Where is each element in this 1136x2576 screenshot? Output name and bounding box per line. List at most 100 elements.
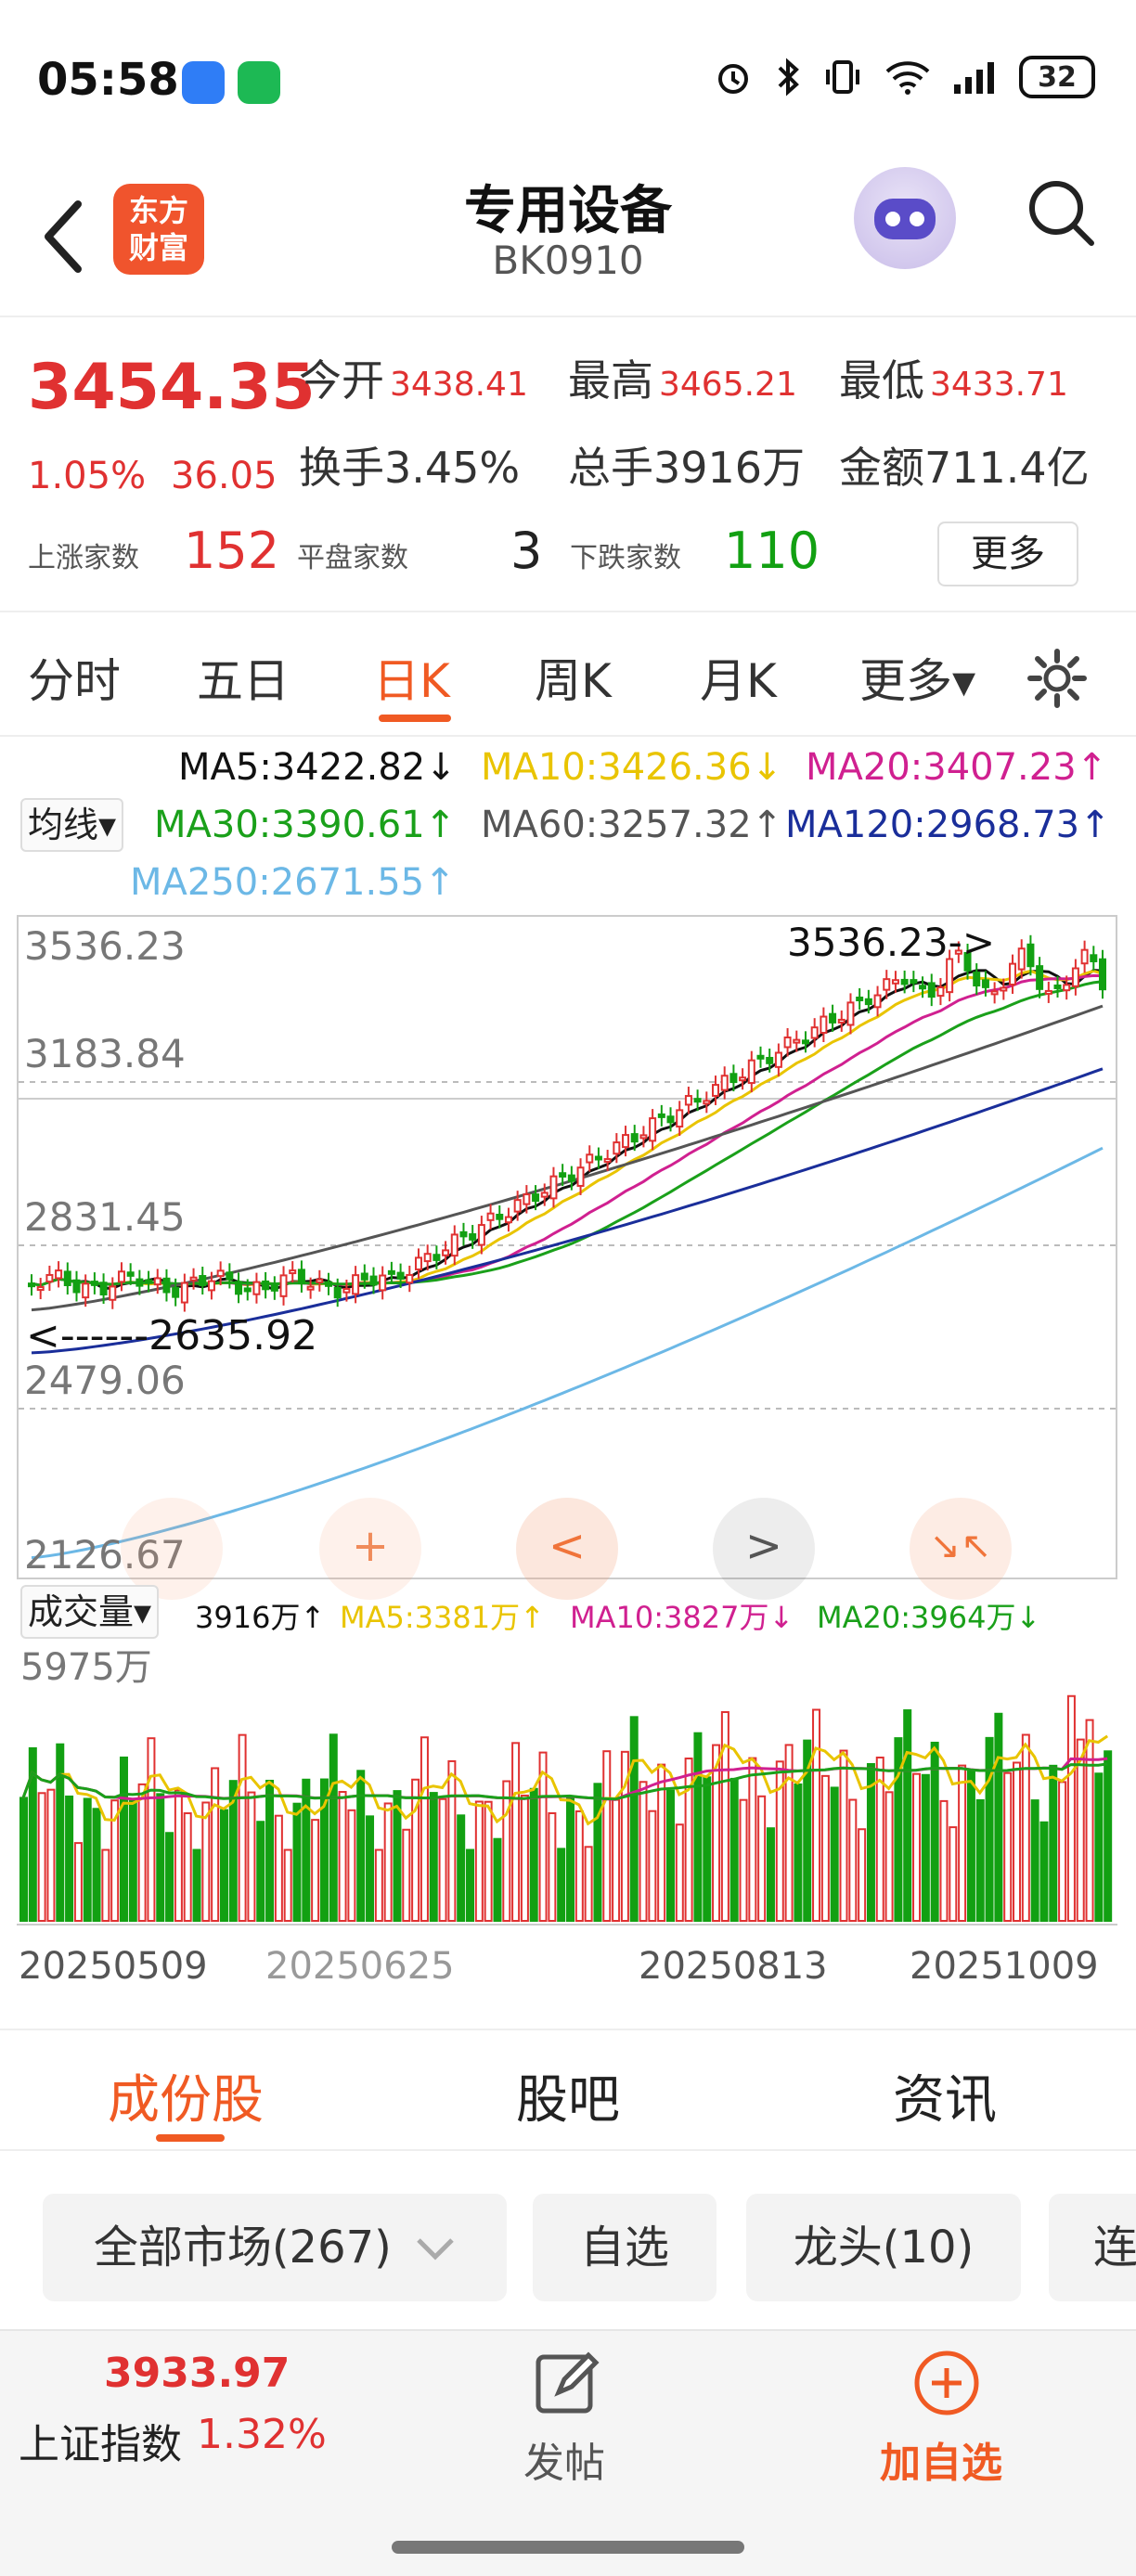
candle	[1071, 967, 1079, 987]
tab-weekly-k[interactable]: 周K	[535, 654, 612, 708]
edit-icon[interactable]	[533, 2348, 603, 2418]
volume-bar	[675, 1823, 684, 1922]
candle	[1036, 965, 1044, 990]
back-arrow-icon[interactable]	[37, 195, 93, 278]
low-field: 最低 3433.71	[839, 355, 1068, 406]
turnover-field: 换手3.45%	[299, 443, 521, 493]
scroll-left-button[interactable]: <	[516, 1498, 618, 1600]
index-name[interactable]: 上证指数	[19, 2421, 182, 2468]
ai-assistant-avatar[interactable]	[854, 167, 956, 269]
vibrate-icon	[826, 60, 859, 94]
volume-bar	[466, 1848, 475, 1922]
candle	[117, 1270, 125, 1283]
candle	[235, 1281, 243, 1295]
zoom-in-button[interactable]: +	[319, 1498, 421, 1600]
volume-bar	[174, 1789, 183, 1922]
volume-bar	[958, 1764, 967, 1922]
market-filter-dropdown[interactable]: 全部市场(267)	[43, 2194, 507, 2301]
filter-leaders[interactable]: 龙头(10)	[746, 2194, 1021, 2301]
volume-bar	[1003, 1771, 1013, 1922]
candle	[829, 1012, 837, 1024]
candle	[72, 1279, 81, 1294]
active-tab-indicator	[379, 715, 451, 722]
add-circle-icon[interactable]	[911, 2348, 982, 2418]
volume-bar	[1094, 1772, 1104, 1922]
more-button[interactable]: 更多	[937, 522, 1078, 586]
candle	[576, 1166, 585, 1187]
tab-daily-k[interactable]: 日K	[373, 654, 450, 708]
volume-chart[interactable]: 5975万	[17, 1642, 1117, 1928]
down-count: 110	[724, 522, 820, 580]
volume-bar	[65, 1795, 74, 1922]
index-value[interactable]: 3933.97	[104, 2350, 290, 2397]
volume-bar	[101, 1848, 110, 1922]
gear-icon[interactable]	[1025, 646, 1090, 711]
tab-intraday[interactable]: 分时	[28, 654, 121, 708]
tab-forum[interactable]: 股吧	[516, 2070, 620, 2131]
volume-bar	[156, 1793, 165, 1922]
post-label[interactable]: 发帖	[523, 2440, 605, 2487]
volume-bar	[784, 1744, 794, 1922]
add-watchlist-label[interactable]: 加自选	[880, 2440, 1002, 2487]
candle	[153, 1277, 161, 1286]
candle	[199, 1275, 207, 1286]
indicator-dropdown[interactable]: 均线▾	[20, 798, 124, 852]
volume-bar	[37, 1792, 46, 1922]
index-pct[interactable]: 1.32%	[197, 2411, 327, 2458]
candle	[712, 1084, 720, 1097]
zoom-out-button[interactable]: ↘↖	[910, 1498, 1012, 1600]
volume-bar	[1085, 1719, 1094, 1922]
volume-indicator-dropdown[interactable]: 成交量▾	[20, 1585, 160, 1639]
tab-five-day[interactable]: 五日	[197, 654, 290, 708]
tab-monthly-k[interactable]: 月K	[700, 654, 777, 708]
bluetooth-icon	[778, 58, 799, 97]
robot-icon	[874, 199, 936, 239]
candle	[297, 1269, 305, 1284]
volume-ma-line	[21, 1734, 1109, 1826]
y-tick-label: 3536.23	[24, 923, 186, 969]
chart-nav-button[interactable]	[121, 1498, 223, 1600]
page-title: 专用设备	[464, 181, 672, 241]
candle	[820, 1015, 828, 1035]
candle	[532, 1193, 540, 1203]
volume-bar	[629, 1716, 639, 1922]
tab-constituents[interactable]: 成份股	[108, 2070, 264, 2131]
volume-bar	[1013, 1761, 1022, 1922]
volume-bar	[748, 1757, 757, 1922]
volume-bar	[912, 1772, 922, 1922]
search-icon[interactable]	[1025, 176, 1099, 251]
flat-count: 3	[510, 522, 543, 580]
kline-chart[interactable]: 3536.23 3183.84 2831.45 2479.06 2126.67 …	[17, 915, 1117, 1579]
ma-line	[31, 980, 1104, 1287]
tab-news[interactable]: 资讯	[893, 2070, 997, 2131]
volume-bar	[147, 1737, 156, 1922]
candle	[1017, 947, 1026, 971]
period-tabs: 分时 五日 日K 周K 月K 更多▾	[0, 616, 1136, 737]
volume-bar	[338, 1791, 347, 1922]
volume-bar	[393, 1790, 402, 1922]
app-logo[interactable]: 东方 财富	[113, 184, 204, 275]
volume-bar	[975, 1798, 985, 1922]
wifi-icon	[885, 61, 930, 95]
vol-ma20-legend: MA20:3964万↓	[817, 1600, 1041, 1635]
volume-bar	[201, 1801, 211, 1922]
filter-more[interactable]: 连	[1049, 2194, 1136, 2301]
volume-bar	[457, 1814, 466, 1923]
volume-bar	[894, 1737, 903, 1922]
candle	[846, 1001, 855, 1026]
candle	[414, 1256, 422, 1270]
volume-bar	[903, 1709, 912, 1922]
volume-bar	[803, 1739, 812, 1922]
candle	[270, 1284, 278, 1292]
candle	[136, 1278, 144, 1287]
filter-watchlist[interactable]: 自选	[533, 2194, 716, 2301]
candle	[594, 1155, 602, 1161]
home-indicator[interactable]	[392, 2541, 744, 2554]
flat-count-label: 平盘家数	[297, 542, 408, 574]
volume-bar	[712, 1744, 721, 1922]
volume-svg[interactable]: 5975万	[17, 1642, 1117, 1928]
kline-svg[interactable]: 3536.23 3183.84 2831.45 2479.06 2126.67 …	[19, 917, 1116, 1578]
tab-more[interactable]: 更多▾	[859, 654, 976, 708]
scroll-right-button[interactable]: >	[713, 1498, 815, 1600]
candle	[55, 1269, 63, 1280]
